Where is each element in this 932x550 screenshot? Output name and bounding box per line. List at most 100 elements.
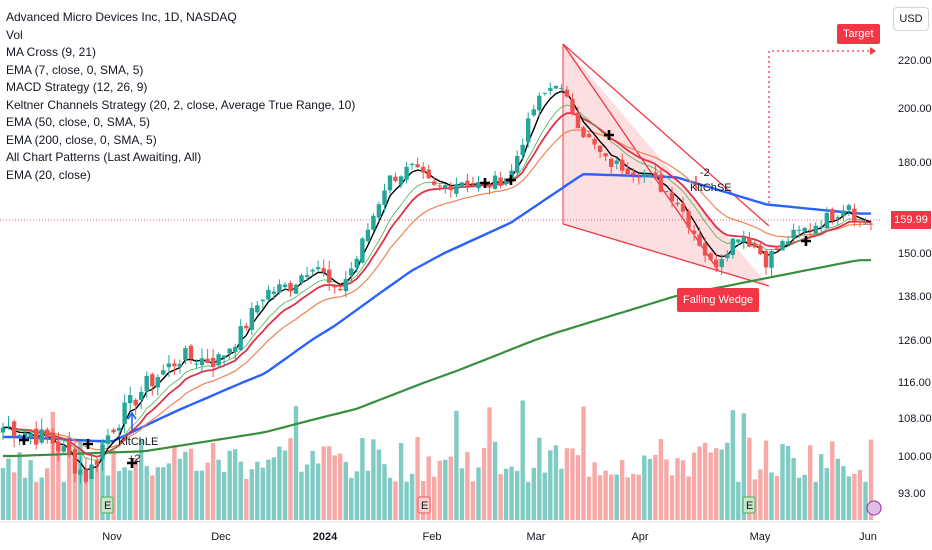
volume-bar — [194, 470, 199, 520]
wedge-fill — [563, 44, 769, 286]
candle-body — [642, 173, 647, 177]
kltchse-label: KltChSE — [690, 182, 732, 194]
legend-item-ema20[interactable]: EMA (20, close) — [6, 167, 91, 182]
candle-body — [365, 229, 371, 241]
volume-bar — [288, 438, 293, 520]
candle-body — [360, 238, 365, 263]
volume-bar — [310, 450, 315, 520]
earnings-marker: E — [742, 496, 756, 514]
signal-markers: KltChLE +2 -2 KltChSE E E E — [19, 130, 882, 516]
legend-item-ema7[interactable]: EMA (7, close, 0, SMA, 5) — [6, 62, 144, 77]
candle-body — [61, 446, 66, 452]
earnings-badge-label: E — [746, 500, 753, 512]
y-tick-label: 126.00 — [898, 335, 932, 347]
volume-bar — [371, 439, 376, 520]
candle-body — [586, 134, 592, 138]
ma-cross-line — [2, 104, 872, 461]
legend-item-macd[interactable]: MACD Strategy (12, 26, 9) — [6, 80, 148, 94]
legend-item-ema50[interactable]: EMA (50, close, 0, SMA, 5) — [6, 115, 151, 129]
candle-body — [515, 156, 520, 173]
ma-cross-marker — [604, 130, 614, 140]
legend-item-vol[interactable]: Vol — [6, 27, 23, 42]
volume-bar — [526, 481, 531, 520]
volume-bar — [139, 439, 144, 520]
wedge-lower-line — [562, 223, 770, 287]
candle-body — [675, 202, 680, 205]
candle-body — [653, 172, 658, 179]
candle-body — [183, 348, 188, 360]
volume-bar — [22, 477, 28, 520]
candle-body — [105, 435, 111, 444]
candle-body — [376, 204, 382, 218]
candle-body — [321, 268, 326, 273]
legend-item-ema200[interactable]: EMA (200, close, 0, SMA, 5) — [6, 132, 157, 147]
volume-bar — [691, 452, 697, 520]
candle-body — [161, 370, 166, 375]
legend-item-patterns[interactable]: All Chart Patterns (Last Awaiting, All) — [6, 150, 202, 164]
volume-bar — [813, 481, 818, 520]
volume-bar — [304, 464, 310, 520]
candle-body — [796, 229, 802, 231]
volume-bar — [39, 477, 44, 520]
candle-body — [609, 158, 614, 167]
volume-bar — [808, 445, 813, 520]
candle-body — [415, 164, 420, 168]
candle-body — [813, 225, 818, 234]
candle-body — [448, 185, 453, 191]
currency-button[interactable]: USD — [893, 7, 929, 31]
volume-bar — [620, 460, 625, 520]
volume-bar — [150, 475, 155, 520]
volume-bar — [857, 469, 863, 520]
candle-body — [39, 429, 44, 443]
candle-body — [520, 144, 525, 156]
candle-body — [426, 169, 431, 179]
keltner-mid-line — [2, 112, 872, 458]
candle-body — [338, 288, 343, 291]
volume-bar — [210, 443, 216, 520]
volume-bar — [714, 448, 719, 520]
volume-bar — [736, 481, 741, 520]
volume-bar — [277, 446, 282, 520]
volume-bar — [763, 440, 769, 520]
candle-body — [216, 354, 221, 366]
volume-bar — [708, 452, 713, 520]
kltchle-label: KltChLE — [118, 436, 158, 448]
volume-bar — [581, 406, 586, 520]
volume-bar — [188, 448, 194, 520]
ema20-line — [2, 129, 871, 451]
volume-bar — [271, 457, 277, 520]
candle-body — [785, 241, 791, 245]
x-tick-label: Mar — [527, 531, 546, 543]
candle-body — [89, 464, 94, 480]
volume-bar — [233, 449, 238, 520]
y-tick-label: 138.00 — [898, 291, 932, 303]
candle-body — [116, 427, 122, 431]
volume-bar — [802, 474, 807, 520]
candle-body — [205, 358, 210, 364]
candle-body — [332, 285, 337, 288]
volume-bar — [354, 471, 359, 520]
earnings-badge-label: E — [421, 500, 428, 512]
y-tick-label: 220.00 — [898, 55, 932, 67]
volume-bar — [61, 481, 66, 520]
legend-item-keltner[interactable]: Keltner Channels Strategy (20, 2, close,… — [6, 97, 356, 112]
candle-body — [769, 251, 774, 268]
candle-body — [841, 210, 846, 217]
candle-body — [492, 175, 498, 189]
legend-title[interactable]: Advanced Micro Devices Inc, 1D, NASDAQ — [6, 10, 237, 24]
volume-bar — [702, 442, 708, 520]
legend-item-ma-cross[interactable]: MA Cross (9, 21) — [6, 45, 97, 59]
volume-bar — [537, 437, 542, 520]
candle-body — [34, 428, 39, 445]
volume-bar — [564, 448, 570, 520]
candle-body — [221, 355, 227, 358]
volume-bar — [199, 470, 205, 520]
volume-bar — [796, 477, 802, 520]
candle-body — [227, 348, 232, 354]
candle-body — [454, 184, 459, 194]
target-arrow — [870, 47, 876, 55]
volume-bar — [719, 449, 724, 520]
volume-bar — [282, 450, 288, 520]
candle-body — [177, 363, 183, 367]
